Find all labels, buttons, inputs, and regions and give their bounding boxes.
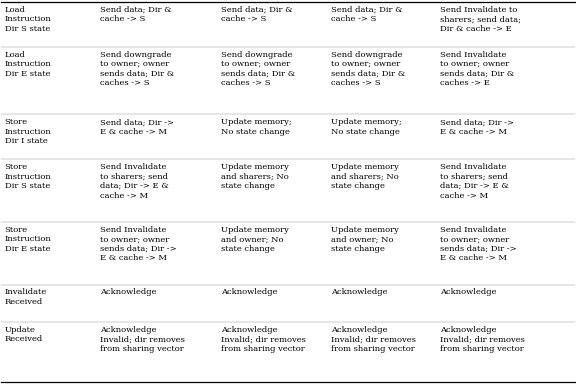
Text: Update
Received: Update Received	[5, 326, 43, 343]
Text: Send Invalidate
to owner; owner
sends data; Dir ->
E & cache -> M: Send Invalidate to owner; owner sends da…	[100, 226, 177, 262]
Text: Send Invalidate
to sharers; send
data; Dir -> E &
cache -> M: Send Invalidate to sharers; send data; D…	[100, 163, 169, 199]
Text: Send Invalidate
to owner; owner
sends data; Dir &
caches -> E: Send Invalidate to owner; owner sends da…	[440, 50, 514, 87]
Text: Update memory;
No state change: Update memory; No state change	[331, 118, 401, 136]
Text: Load
Instruction
Dir S state: Load Instruction Dir S state	[5, 6, 51, 33]
Text: Send downgrade
to owner; owner
sends data; Dir &
caches -> S: Send downgrade to owner; owner sends dat…	[100, 50, 175, 87]
Text: Acknowledge: Acknowledge	[221, 288, 278, 296]
Text: Acknowledge
Invalid; dir removes
from sharing vector: Acknowledge Invalid; dir removes from sh…	[331, 326, 415, 353]
Text: Acknowledge
Invalid; dir removes
from sharing vector: Acknowledge Invalid; dir removes from sh…	[100, 326, 185, 353]
Text: Acknowledge
Invalid; dir removes
from sharing vector: Acknowledge Invalid; dir removes from sh…	[221, 326, 306, 353]
Text: Update memory
and sharers; No
state change: Update memory and sharers; No state chan…	[221, 163, 289, 190]
Text: Acknowledge
Invalid; dir removes
from sharing vector: Acknowledge Invalid; dir removes from sh…	[440, 326, 525, 353]
Text: Update memory
and owner; No
state change: Update memory and owner; No state change	[221, 226, 289, 253]
Text: Update memory
and owner; No
state change: Update memory and owner; No state change	[331, 226, 399, 253]
Text: Update memory;
No state change: Update memory; No state change	[221, 118, 292, 136]
Text: Send data; Dir &
cache -> S: Send data; Dir & cache -> S	[221, 6, 293, 23]
Text: Send downgrade
to owner; owner
sends data; Dir &
caches -> S: Send downgrade to owner; owner sends dat…	[221, 50, 295, 87]
Text: Invalidate
Received: Invalidate Received	[5, 288, 47, 306]
Text: Send data; Dir &
cache -> S: Send data; Dir & cache -> S	[100, 6, 172, 23]
Text: Send data; Dir ->
E & cache -> M: Send data; Dir -> E & cache -> M	[100, 118, 174, 136]
Text: Acknowledge: Acknowledge	[331, 288, 387, 296]
Text: Acknowledge: Acknowledge	[440, 288, 497, 296]
Text: Send data; Dir &
cache -> S: Send data; Dir & cache -> S	[331, 6, 402, 23]
Text: Acknowledge: Acknowledge	[100, 288, 157, 296]
Text: Load
Instruction
Dir E state: Load Instruction Dir E state	[5, 50, 51, 78]
Text: Update memory
and sharers; No
state change: Update memory and sharers; No state chan…	[331, 163, 399, 190]
Text: Send Invalidate
to owner; owner
sends data; Dir ->
E & cache -> M: Send Invalidate to owner; owner sends da…	[440, 226, 517, 262]
Text: Store
Instruction
Dir I state: Store Instruction Dir I state	[5, 118, 51, 145]
Text: Send downgrade
to owner; owner
sends data; Dir &
caches -> S: Send downgrade to owner; owner sends dat…	[331, 50, 405, 87]
Text: Store
Instruction
Dir S state: Store Instruction Dir S state	[5, 163, 51, 190]
Text: Send Invalidate
to sharers; send
data; Dir -> E &
cache -> M: Send Invalidate to sharers; send data; D…	[440, 163, 509, 199]
Text: Send Invalidate to
sharers; send data;
Dir & cache -> E: Send Invalidate to sharers; send data; D…	[440, 6, 521, 33]
Text: Store
Instruction
Dir E state: Store Instruction Dir E state	[5, 226, 51, 253]
Text: Send data; Dir ->
E & cache -> M: Send data; Dir -> E & cache -> M	[440, 118, 514, 136]
